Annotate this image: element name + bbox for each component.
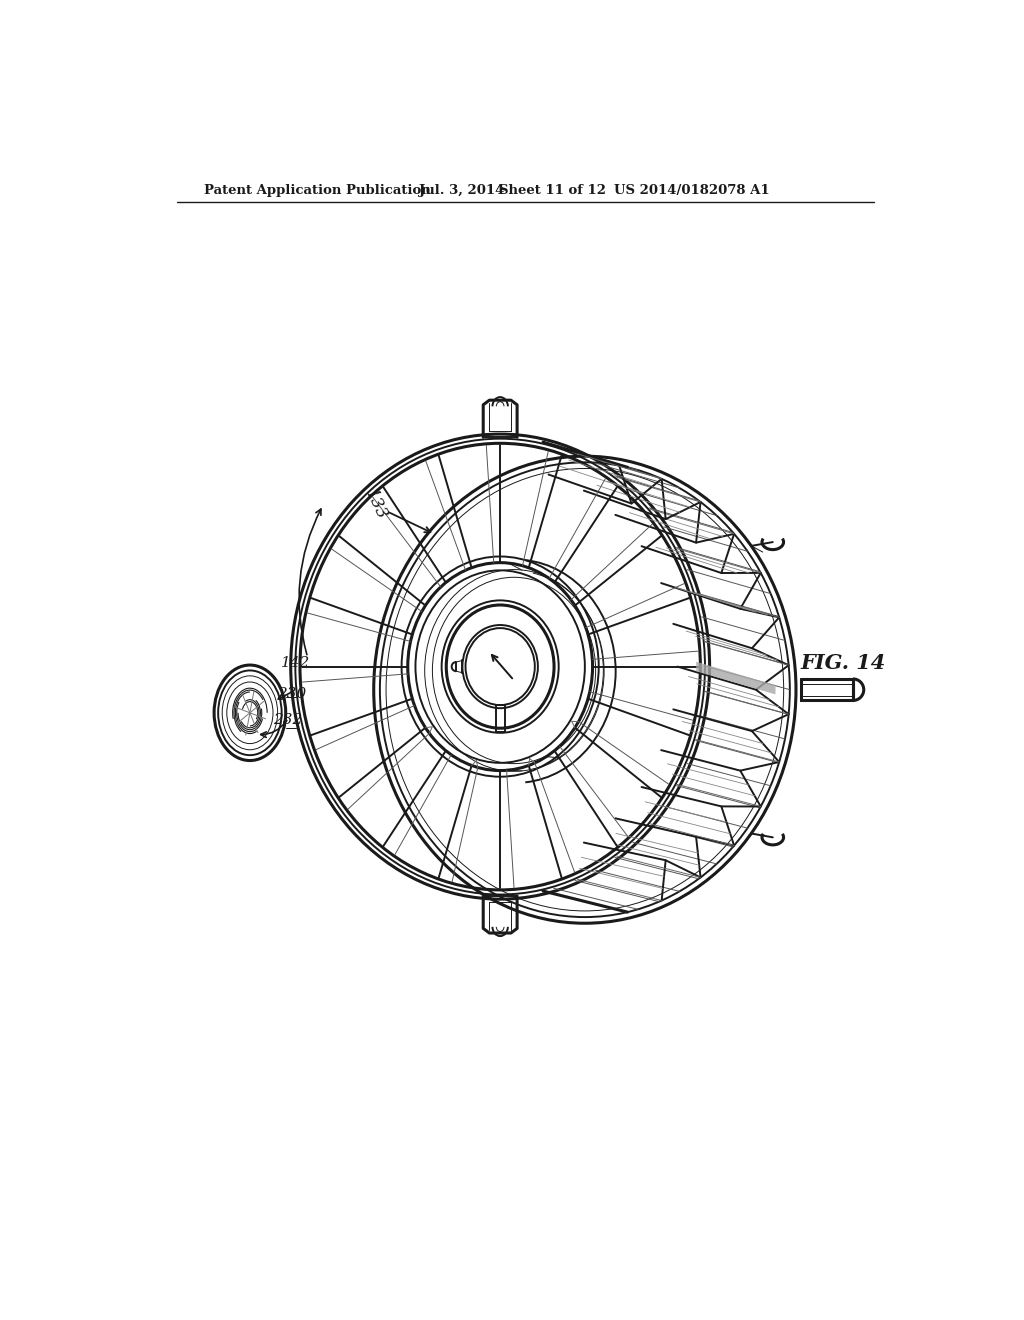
Text: FIG. 14: FIG. 14 (801, 653, 886, 673)
Text: Jul. 3, 2014: Jul. 3, 2014 (419, 185, 505, 197)
Text: 232: 232 (273, 714, 302, 727)
Text: 230: 230 (276, 686, 306, 701)
Text: Patent Application Publication: Patent Application Publication (204, 185, 430, 197)
Text: 133: 133 (361, 487, 390, 523)
Text: Sheet 11 of 12: Sheet 11 of 12 (499, 185, 605, 197)
Bar (496, 705, 505, 733)
Text: US 2014/0182078 A1: US 2014/0182078 A1 (614, 185, 770, 197)
Text: 142: 142 (281, 656, 310, 669)
